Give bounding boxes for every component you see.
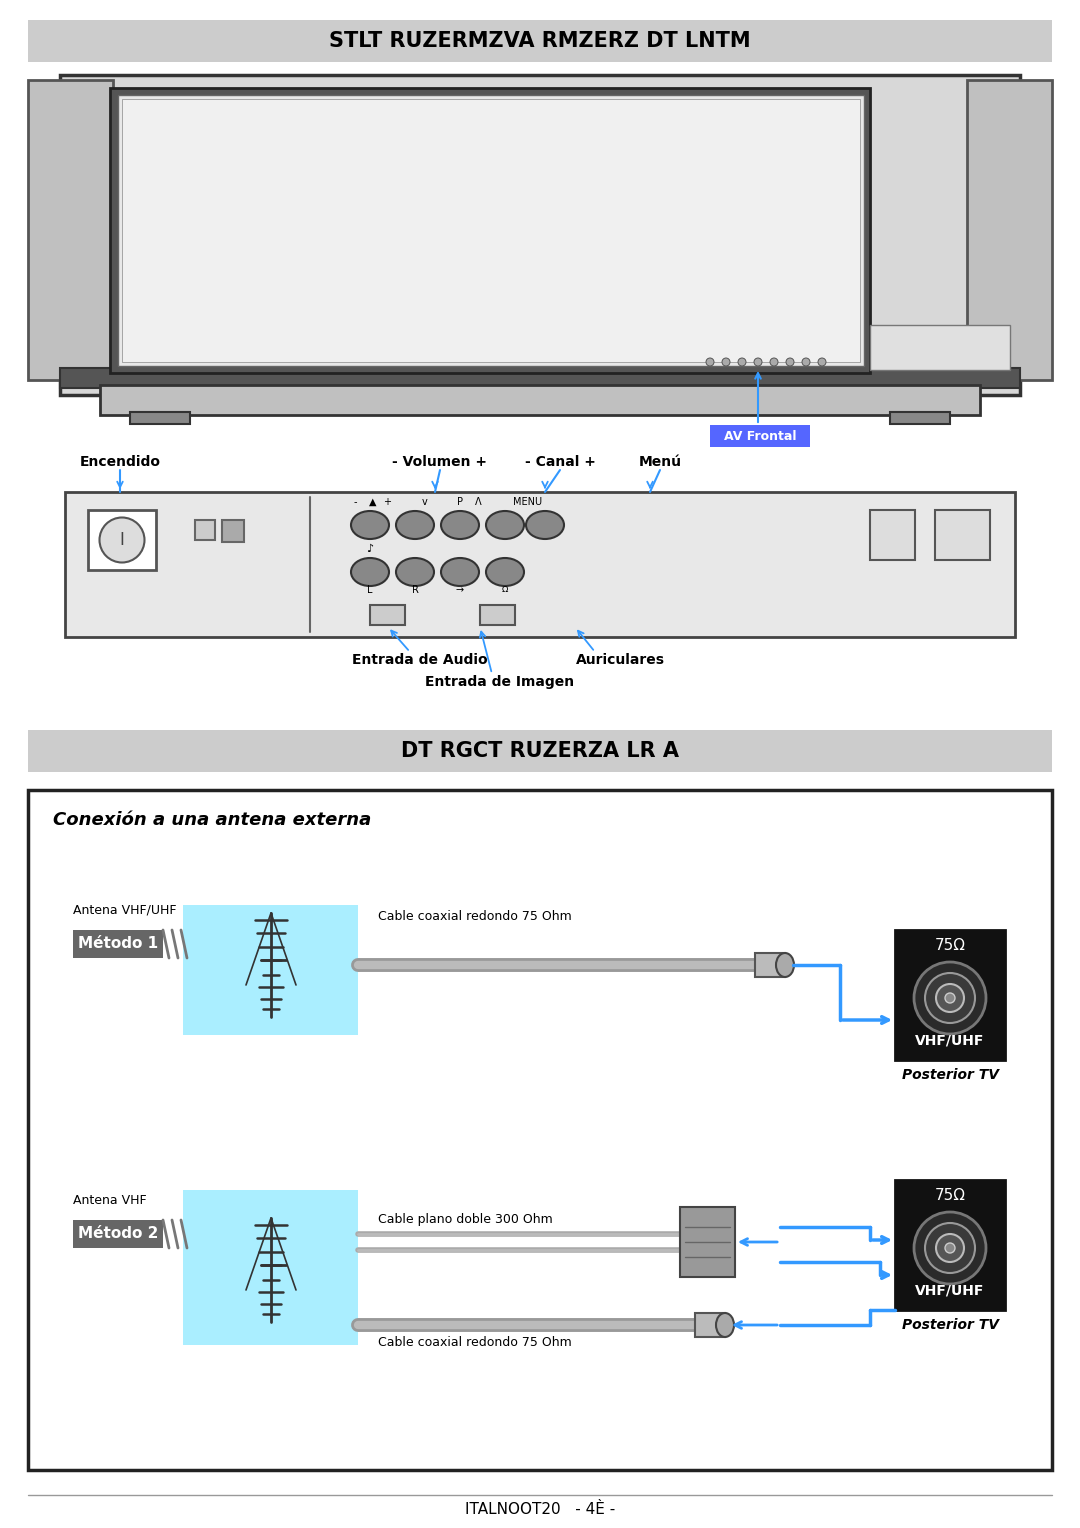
- Text: MENU: MENU: [513, 497, 542, 507]
- Ellipse shape: [351, 510, 389, 539]
- Ellipse shape: [396, 510, 434, 539]
- Ellipse shape: [486, 558, 524, 587]
- Text: Antena VHF: Antena VHF: [73, 1193, 147, 1207]
- Bar: [60, 368, 1020, 388]
- Ellipse shape: [441, 510, 480, 539]
- Bar: [28, 79, 113, 380]
- Ellipse shape: [723, 358, 730, 367]
- Text: ITALNOOT20   - 4È -: ITALNOOT20 - 4È -: [464, 1502, 616, 1517]
- Bar: [100, 385, 980, 416]
- Text: +: +: [383, 497, 391, 507]
- Ellipse shape: [786, 358, 794, 367]
- Text: 75Ω: 75Ω: [934, 1187, 966, 1203]
- Text: Conexión a una antena externa: Conexión a una antena externa: [53, 811, 372, 830]
- Text: STLT RUZERMZVA RMZERZ DT LNTM: STLT RUZERMZVA RMZERZ DT LNTM: [329, 31, 751, 50]
- Ellipse shape: [738, 358, 746, 367]
- Bar: [28, 790, 1052, 1470]
- Text: Cable coaxial redondo 75 Ohm: Cable coaxial redondo 75 Ohm: [378, 1337, 571, 1349]
- Ellipse shape: [486, 510, 524, 539]
- Bar: [122, 99, 860, 362]
- Ellipse shape: [936, 1235, 964, 1262]
- Bar: [710, 425, 810, 448]
- Text: - Volumen +: - Volumen +: [392, 455, 487, 469]
- Text: Posterior TV: Posterior TV: [902, 1319, 999, 1332]
- Bar: [73, 931, 163, 958]
- Text: Menú: Menú: [638, 455, 681, 469]
- Bar: [28, 730, 1052, 772]
- Text: DT RGCT RUZERZA LR A: DT RGCT RUZERZA LR A: [401, 741, 679, 761]
- Text: R: R: [411, 585, 418, 594]
- Bar: [222, 520, 244, 542]
- Text: Entrada de Imagen: Entrada de Imagen: [426, 675, 575, 689]
- Bar: [890, 413, 950, 423]
- Text: L: L: [367, 585, 373, 594]
- Bar: [183, 905, 357, 1034]
- Bar: [110, 89, 870, 373]
- Text: Auriculares: Auriculares: [576, 652, 664, 668]
- Text: Cable plano doble 300 Ohm: Cable plano doble 300 Ohm: [378, 1213, 553, 1227]
- Bar: [480, 605, 515, 625]
- Bar: [65, 492, 1015, 637]
- Ellipse shape: [914, 963, 986, 1034]
- Ellipse shape: [716, 1313, 734, 1337]
- Text: Entrada de Audio: Entrada de Audio: [352, 652, 488, 668]
- Ellipse shape: [441, 558, 480, 587]
- Ellipse shape: [802, 358, 810, 367]
- Text: ▲: ▲: [369, 497, 377, 507]
- Ellipse shape: [945, 993, 955, 1002]
- Bar: [73, 1219, 163, 1248]
- Bar: [195, 520, 215, 539]
- Text: AV Frontal: AV Frontal: [724, 429, 796, 443]
- Ellipse shape: [526, 510, 564, 539]
- Text: Posterior TV: Posterior TV: [902, 1068, 999, 1082]
- Ellipse shape: [770, 358, 778, 367]
- Text: Cable coaxial redondo 75 Ohm: Cable coaxial redondo 75 Ohm: [378, 911, 571, 923]
- Bar: [87, 510, 156, 570]
- Bar: [118, 95, 864, 367]
- Text: v: v: [422, 497, 428, 507]
- Bar: [130, 413, 190, 423]
- Text: Λ: Λ: [475, 497, 482, 507]
- Text: P: P: [457, 497, 463, 507]
- Bar: [370, 605, 405, 625]
- Text: VHF/UHF: VHF/UHF: [916, 1284, 985, 1297]
- Ellipse shape: [914, 1212, 986, 1284]
- Text: →: →: [456, 585, 464, 594]
- Text: -: -: [353, 497, 356, 507]
- Bar: [967, 79, 1052, 380]
- Bar: [935, 510, 990, 559]
- Bar: [696, 1313, 725, 1337]
- Text: I: I: [120, 532, 124, 549]
- Ellipse shape: [706, 358, 714, 367]
- Ellipse shape: [818, 358, 826, 367]
- Ellipse shape: [351, 558, 389, 587]
- Text: Método 1: Método 1: [78, 937, 158, 952]
- Bar: [60, 75, 1020, 396]
- Ellipse shape: [924, 973, 975, 1024]
- Ellipse shape: [754, 358, 762, 367]
- Text: VHF/UHF: VHF/UHF: [916, 1033, 985, 1047]
- Text: ♪: ♪: [366, 544, 374, 555]
- Text: Encendido: Encendido: [80, 455, 161, 469]
- Text: Antena VHF/UHF: Antena VHF/UHF: [73, 903, 176, 917]
- Ellipse shape: [924, 1222, 975, 1273]
- Bar: [895, 1180, 1005, 1309]
- Bar: [895, 931, 1005, 1060]
- Bar: [183, 1190, 357, 1345]
- Ellipse shape: [936, 984, 964, 1012]
- Bar: [870, 510, 915, 559]
- Text: Ω: Ω: [502, 585, 509, 594]
- Bar: [28, 20, 1052, 63]
- Ellipse shape: [777, 953, 794, 976]
- Bar: [870, 325, 1010, 370]
- Ellipse shape: [396, 558, 434, 587]
- Ellipse shape: [945, 1242, 955, 1253]
- Bar: [680, 1207, 735, 1277]
- Bar: [755, 953, 785, 976]
- Ellipse shape: [99, 518, 145, 562]
- Text: Método 2: Método 2: [78, 1227, 158, 1241]
- Text: 75Ω: 75Ω: [934, 938, 966, 952]
- Text: - Canal +: - Canal +: [525, 455, 595, 469]
